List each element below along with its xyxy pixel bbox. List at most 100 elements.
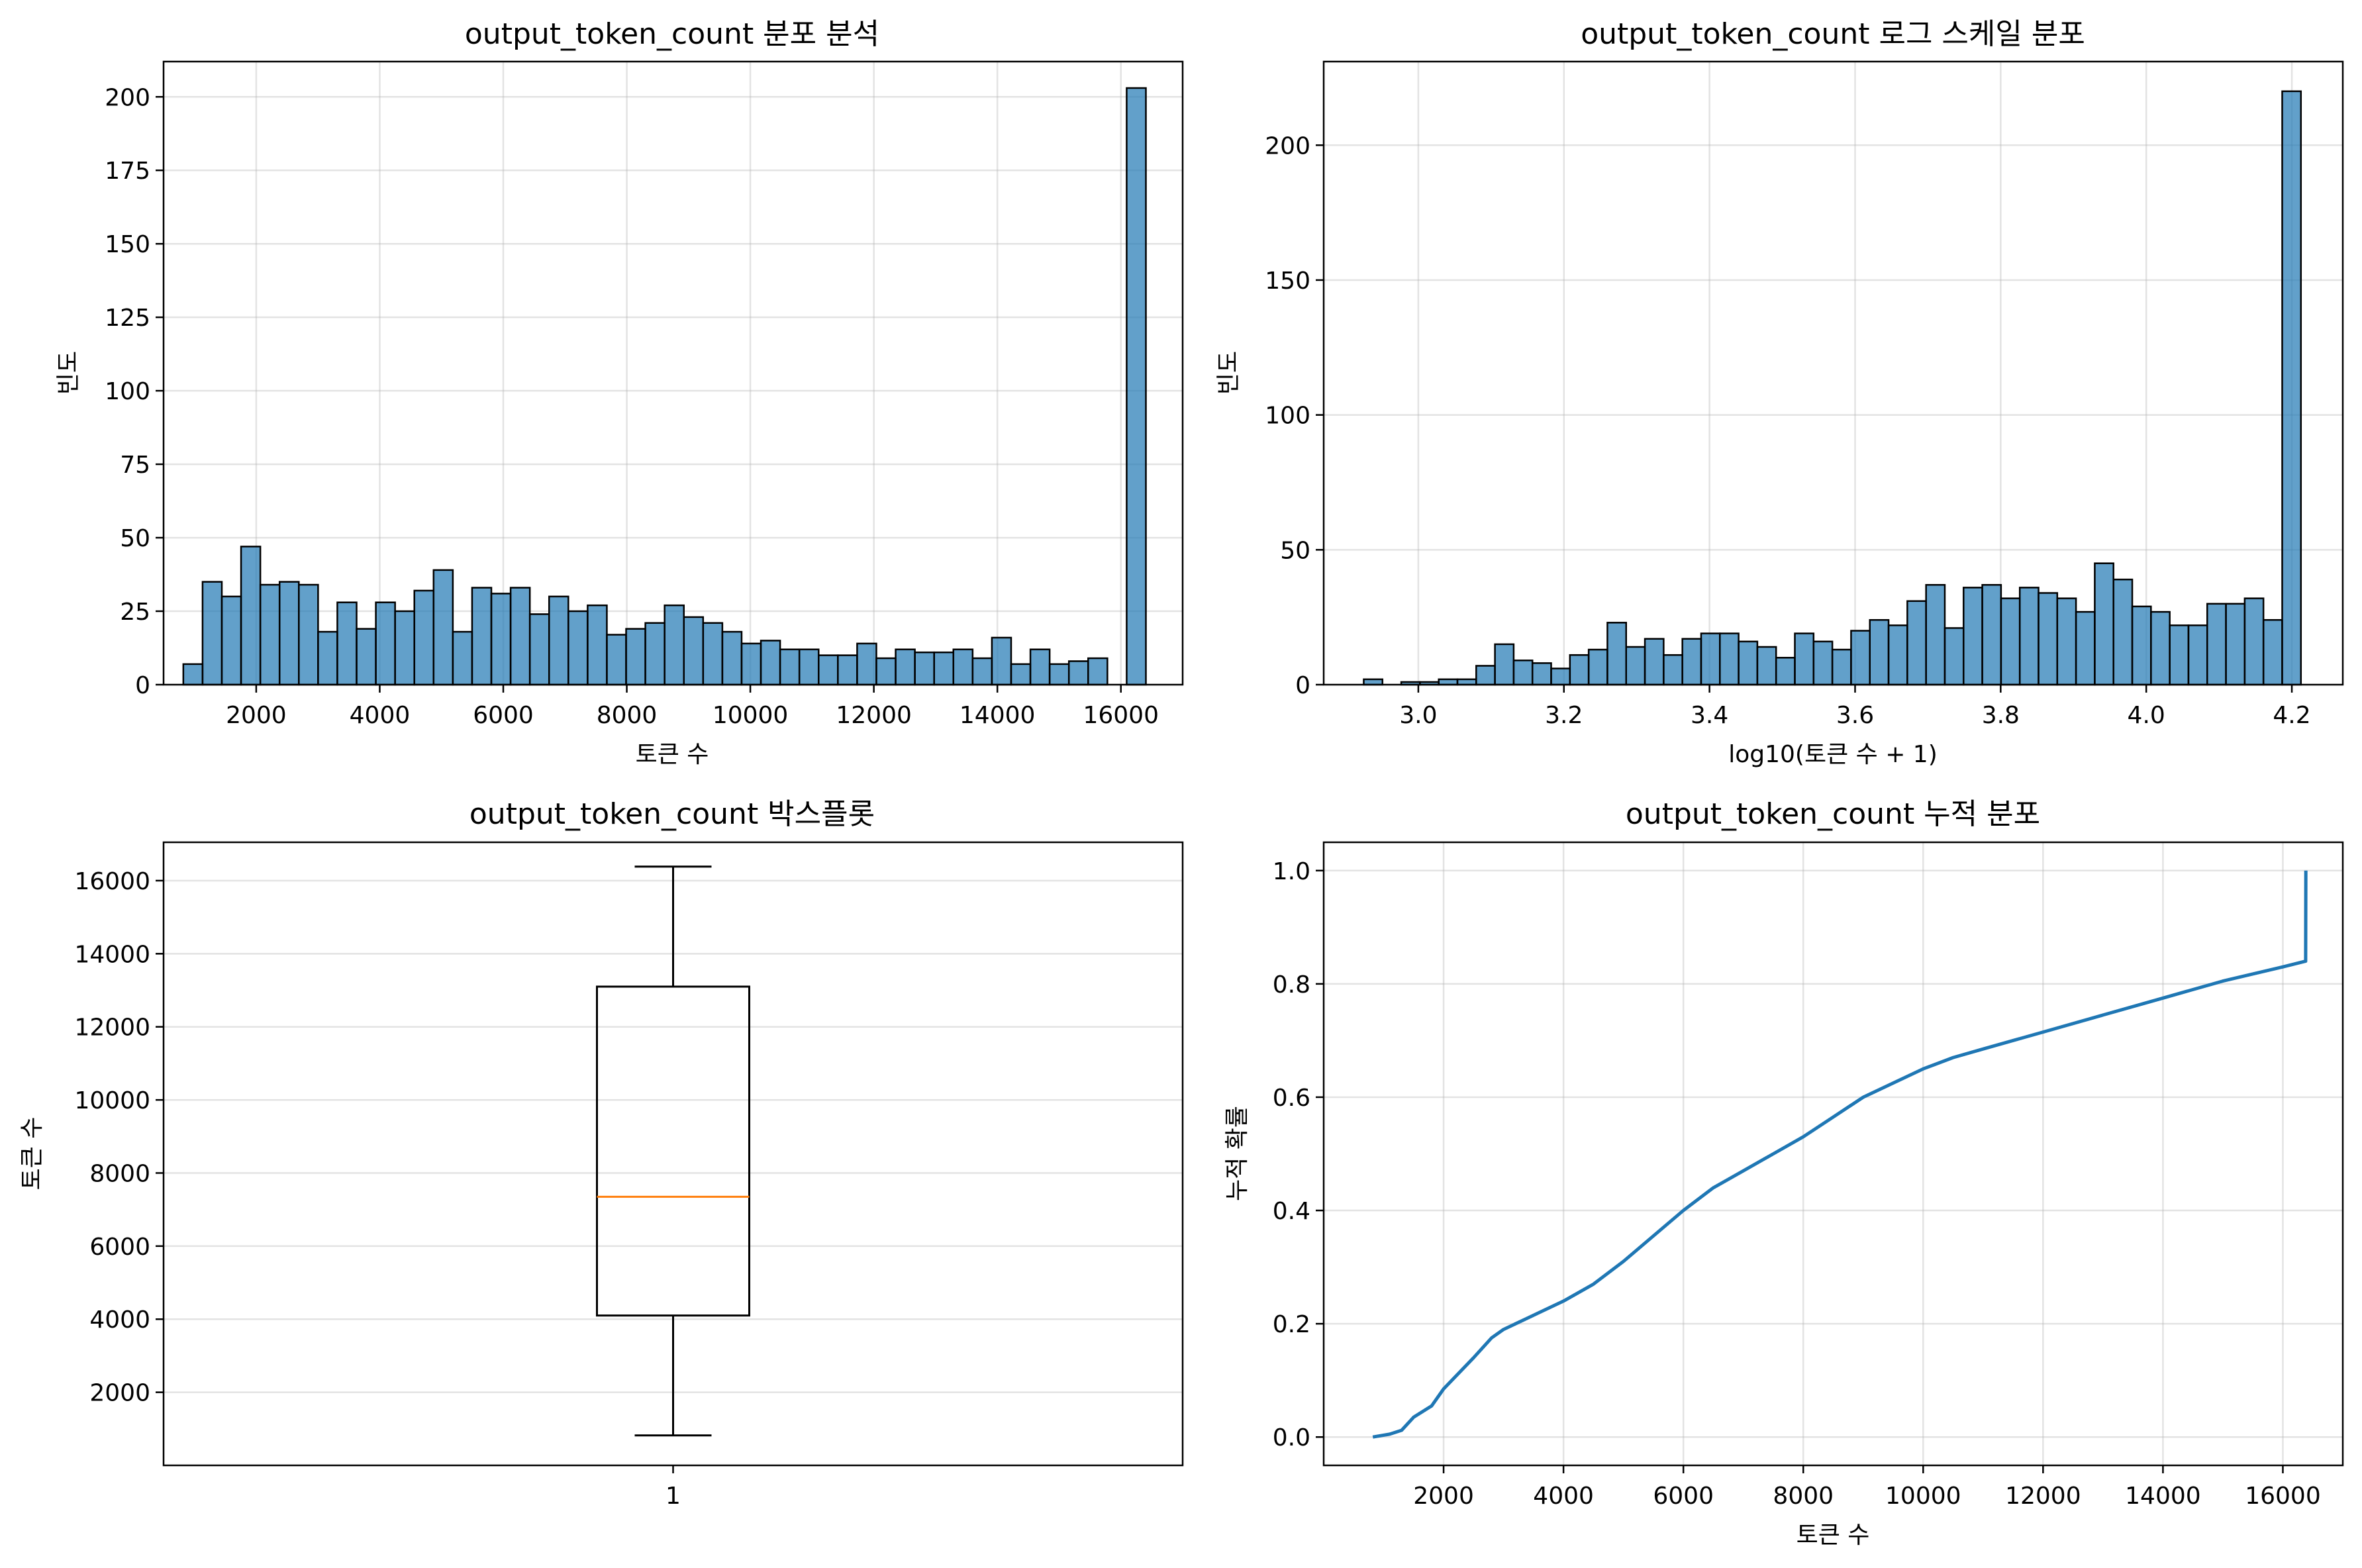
- loghist-bars: [1363, 90, 2302, 686]
- histogram-bar: [2187, 624, 2208, 686]
- hist-xlabel: 토큰 수: [636, 741, 709, 768]
- y-tick-label: 1.0: [1273, 858, 1310, 885]
- y-tick-label: 175: [105, 158, 150, 185]
- histogram-bar: [452, 630, 473, 686]
- x-tick-label: 3.0: [1399, 702, 1437, 729]
- histogram-bar: [837, 654, 858, 686]
- iqr-box: [596, 985, 750, 1317]
- histogram-bar: [1625, 646, 1646, 686]
- box-panel: output_token_count 박스플롯 2000 4000 6000 8000…: [19, 797, 1184, 1510]
- histogram-bar: [1663, 654, 1683, 686]
- histogram-bar: [991, 636, 1012, 686]
- histogram-bar: [1850, 630, 1871, 686]
- histogram-bar: [2000, 597, 2021, 686]
- y-tick-label: 12000: [74, 1014, 150, 1042]
- y-tick-label: 2000: [89, 1380, 150, 1407]
- y-tick-label: 0: [135, 672, 150, 699]
- histogram-bar: [528, 613, 550, 686]
- histogram-bar: [2262, 618, 2283, 686]
- histogram-bar: [278, 581, 300, 686]
- y-tick-label: 25: [120, 599, 150, 626]
- histogram-bar: [471, 587, 493, 686]
- histogram-bar: [1794, 632, 1815, 686]
- histogram-bar: [625, 628, 646, 686]
- histogram-bar: [1756, 646, 1777, 686]
- histogram-bar: [606, 634, 627, 686]
- y-tick-label: 125: [105, 305, 150, 332]
- histogram-bar: [875, 657, 897, 686]
- histogram-bar: [356, 628, 377, 686]
- histogram-bar: [375, 601, 396, 686]
- y-tick-label: 0.0: [1273, 1424, 1310, 1451]
- y-tick-label: 75: [120, 452, 150, 479]
- histogram-bar: [818, 654, 839, 686]
- hist-title: output_token_count 분포 분석: [465, 17, 879, 51]
- histogram-bar: [1029, 648, 1051, 686]
- hist-bars: [182, 87, 1147, 686]
- box-plot: [596, 865, 750, 1437]
- histogram-bar: [683, 616, 705, 686]
- histogram-bar: [1512, 660, 1534, 686]
- histogram-bar: [2281, 90, 2302, 686]
- histogram-bar: [1887, 624, 1908, 686]
- histogram-bar: [259, 583, 281, 686]
- cdf-grid: [1324, 842, 2343, 1465]
- histogram-bar: [2018, 587, 2040, 686]
- histogram-bar: [1550, 667, 1571, 686]
- x-tick-label: 16000: [1083, 702, 1159, 729]
- histogram-bar: [702, 622, 724, 686]
- histogram-bar: [1812, 640, 1834, 686]
- histogram-bar: [1738, 640, 1759, 686]
- histogram-bar: [1087, 657, 1108, 686]
- histogram-bar: [1606, 622, 1628, 686]
- histogram-bar: [2150, 611, 2171, 686]
- y-tick-label: 0.2: [1273, 1311, 1310, 1338]
- histogram-bar: [336, 601, 358, 686]
- y-tick-label: 100: [1265, 403, 1310, 430]
- y-tick-label: 0: [1295, 672, 1310, 699]
- x-tick-label: 1: [665, 1483, 681, 1510]
- histogram-bar: [2206, 603, 2227, 686]
- x-tick-label: 8000: [1773, 1483, 1834, 1510]
- histogram-bar: [1869, 618, 1890, 686]
- histogram-bar: [914, 651, 935, 686]
- x-tick-label: 14000: [960, 702, 1036, 729]
- histogram-bar: [798, 648, 820, 686]
- histogram-bar: [1475, 665, 1496, 686]
- cdf-line: [1372, 870, 2308, 1439]
- histogram-bar: [221, 595, 242, 686]
- histogram-bar: [1775, 657, 1796, 686]
- histogram-bar: [567, 610, 589, 686]
- histogram-bar: [317, 630, 338, 686]
- x-tick-label: 6000: [473, 702, 534, 729]
- loghist-title: output_token_count 로그 스케일 분포: [1581, 17, 2085, 51]
- histogram-bar: [1048, 663, 1070, 686]
- x-tick-label: 4.2: [2273, 702, 2310, 729]
- histogram-bar: [1569, 654, 1590, 686]
- histogram-bar: [644, 622, 665, 686]
- y-tick-label: 50: [120, 525, 150, 552]
- histogram-bar: [1925, 584, 1946, 686]
- histogram-bar: [2112, 578, 2134, 686]
- histogram-bar: [1700, 632, 1721, 686]
- cdf-panel: output_token_count 누적 분포 0.0 0.2 0.4 0.6 0.8…: [1224, 797, 2344, 1549]
- histogram-bar: [432, 569, 454, 686]
- histogram-bar: [587, 604, 608, 686]
- x-tick-label: 8000: [597, 702, 658, 729]
- histogram-bar: [760, 640, 781, 686]
- histogram-bar: [721, 630, 743, 686]
- cdf-frame: [1322, 841, 2344, 1467]
- histogram-bar: [394, 610, 415, 686]
- loghist-ticks: 0 50 100 150 200 3.0 3.2 3.4 3.6 3.8 4.0 4.2: [1265, 132, 2310, 729]
- box-ylabel: 토큰 수: [19, 1117, 46, 1191]
- histogram-bar: [1963, 587, 1983, 686]
- histogram-bar: [1010, 663, 1032, 686]
- histogram-bar: [490, 593, 512, 686]
- y-tick-label: 4000: [89, 1306, 150, 1334]
- cdf-xlabel: 토큰 수: [1796, 1522, 1870, 1549]
- histogram-bar: [240, 546, 262, 686]
- histogram-bar: [298, 583, 319, 686]
- histogram-bar: [2243, 597, 2265, 686]
- y-tick-label: 200: [105, 84, 150, 111]
